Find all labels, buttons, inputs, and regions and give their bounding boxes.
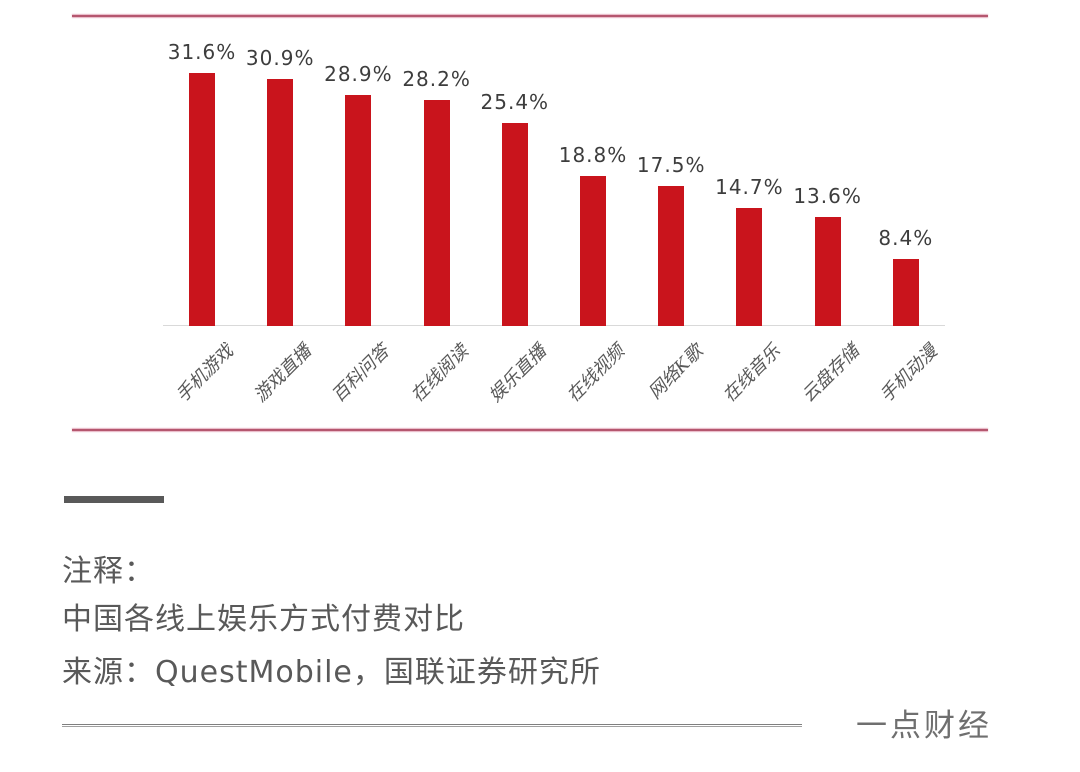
bar bbox=[736, 208, 763, 326]
bar bbox=[423, 100, 450, 326]
bar-category-label: 手机动漫 bbox=[875, 340, 942, 407]
bar-category-label: 手机游戏 bbox=[171, 340, 238, 407]
bar-value-label: 8.4% bbox=[878, 226, 934, 250]
bar bbox=[580, 176, 606, 326]
bar-value-label: 28.2% bbox=[402, 67, 471, 91]
bar-category-label: 娱乐直播 bbox=[484, 340, 551, 407]
chart-bottom-red-divider bbox=[72, 429, 988, 431]
bar bbox=[814, 217, 841, 326]
bar-value-label: 14.7% bbox=[715, 175, 784, 199]
top-red-divider bbox=[72, 15, 988, 17]
bar-category-label: 在线阅读 bbox=[406, 340, 473, 407]
bar-value-label: 28.9% bbox=[324, 62, 393, 86]
bar bbox=[267, 79, 294, 326]
bar-value-label: 30.9% bbox=[245, 46, 315, 70]
section-marker-bar bbox=[64, 496, 164, 503]
bar-category-label: 百科问答 bbox=[328, 340, 395, 407]
bar bbox=[501, 123, 528, 326]
chart-caption: 中国各线上娱乐方式付费对比 bbox=[62, 602, 465, 637]
footer-divider bbox=[62, 724, 802, 727]
x-axis-line bbox=[163, 325, 945, 326]
bar bbox=[658, 186, 685, 326]
bar-value-label: 18.8% bbox=[558, 143, 628, 167]
bar bbox=[892, 259, 919, 326]
bar bbox=[345, 95, 372, 326]
bar-category-label: 网络K歌 bbox=[644, 340, 707, 404]
bar-category-label: 在线音乐 bbox=[719, 340, 786, 407]
source-line: 来源：QuestMobile，国联证券研究所 bbox=[62, 655, 601, 690]
notes-label: 注释： bbox=[62, 554, 155, 589]
bar-value-label: 17.5% bbox=[636, 153, 706, 177]
bar bbox=[189, 73, 215, 326]
bar-category-label: 云盘存储 bbox=[797, 340, 864, 407]
bar-category-label: 在线视频 bbox=[562, 340, 629, 407]
bar-value-label: 13.6% bbox=[793, 184, 862, 208]
bar-value-label: 25.4% bbox=[480, 90, 550, 114]
bar-value-label: 31.6% bbox=[167, 40, 237, 64]
brand-name: 一点财经 bbox=[856, 708, 992, 744]
bar-category-label: 游戏直播 bbox=[250, 340, 316, 407]
